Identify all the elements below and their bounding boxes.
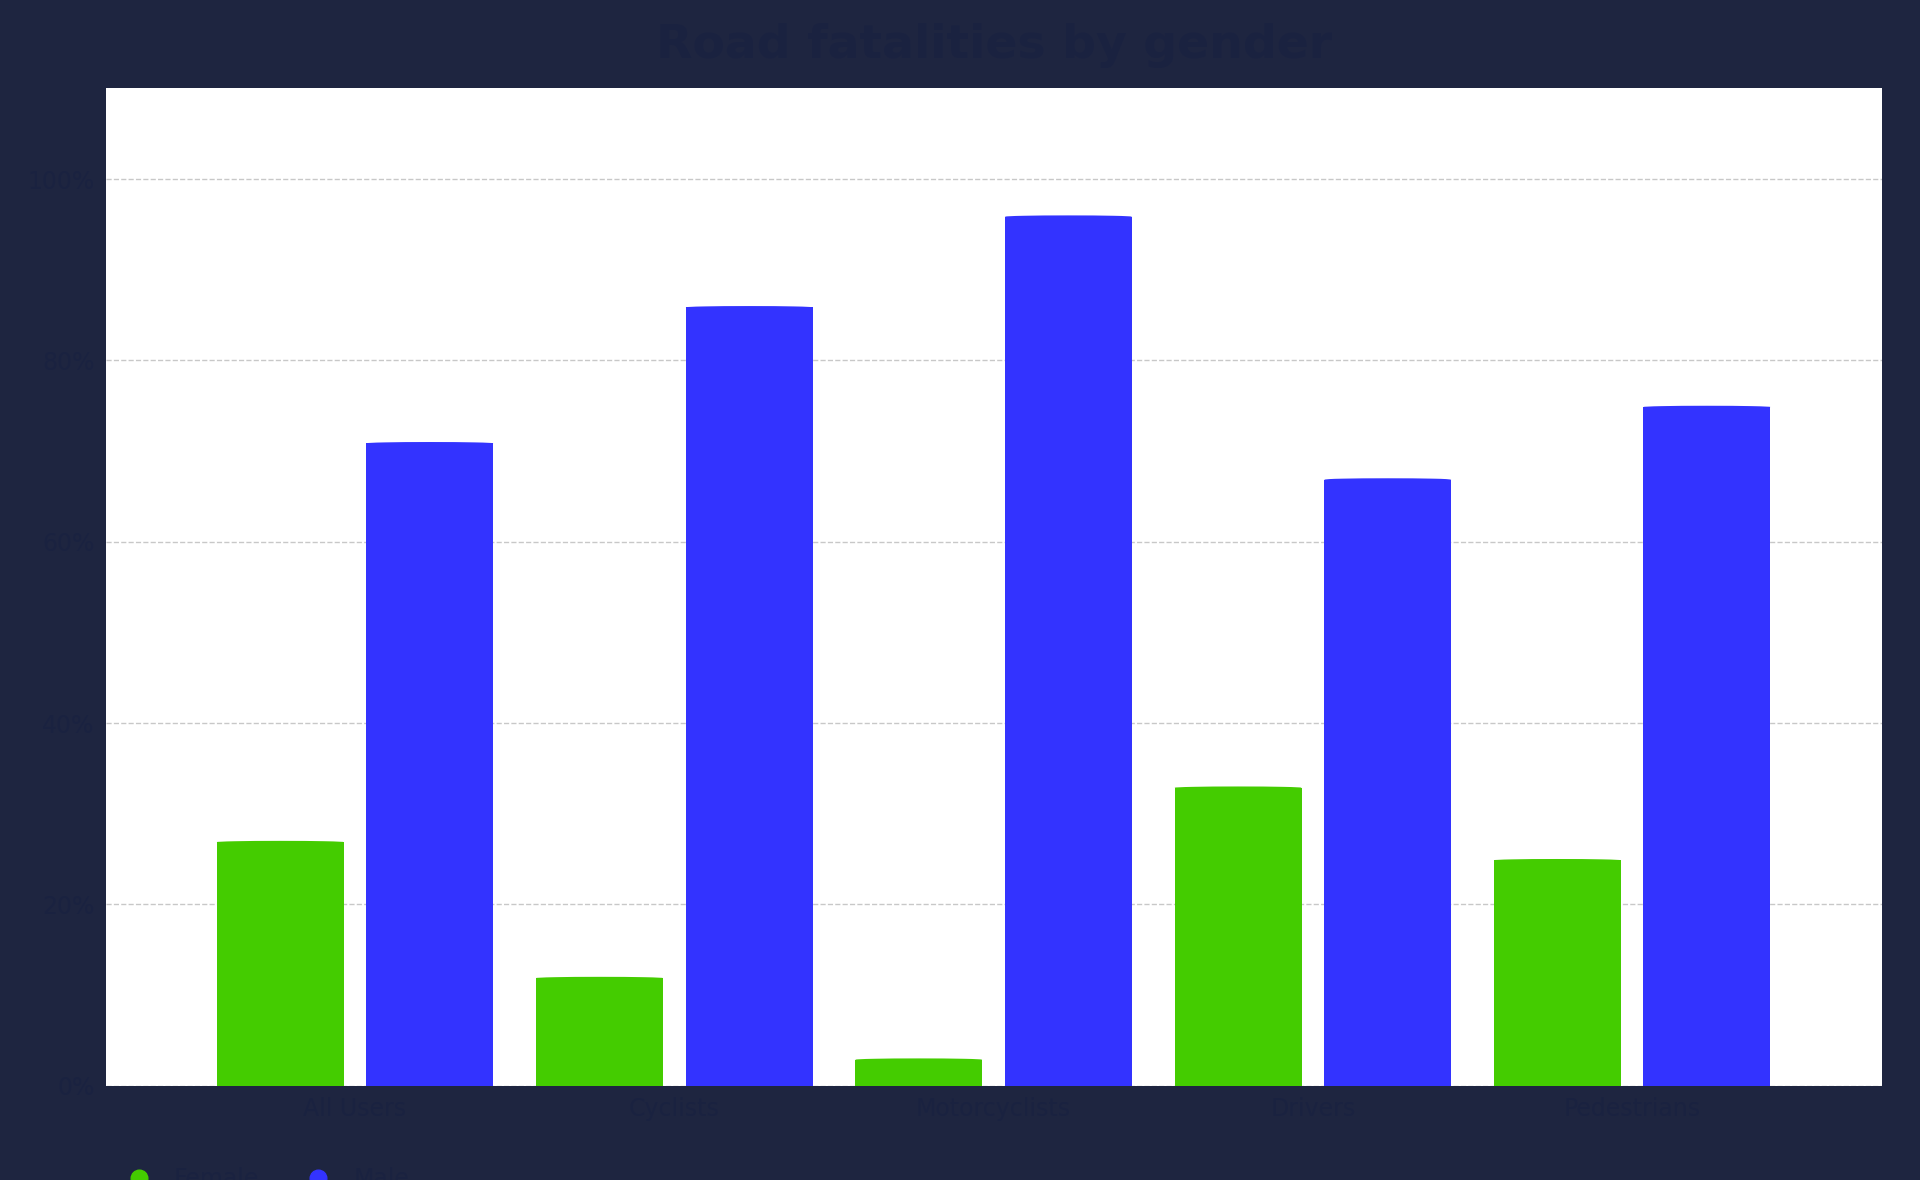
Bar	[1004, 217, 1133, 1086]
Ellipse shape	[1175, 787, 1302, 789]
Ellipse shape	[1644, 406, 1770, 408]
Bar	[217, 843, 344, 1086]
Bar	[1325, 479, 1452, 1086]
Bar	[685, 307, 812, 1086]
Ellipse shape	[1494, 859, 1620, 861]
Ellipse shape	[217, 841, 344, 844]
Ellipse shape	[367, 442, 493, 445]
Bar	[536, 978, 662, 1086]
Title: Road fatalities by gender: Road fatalities by gender	[655, 22, 1332, 68]
Legend: Female, Male: Female, Male	[106, 1158, 419, 1180]
Bar	[854, 1060, 983, 1086]
Bar	[1644, 407, 1770, 1086]
Bar	[367, 444, 493, 1086]
Ellipse shape	[1325, 478, 1452, 480]
Ellipse shape	[685, 306, 812, 309]
Ellipse shape	[1004, 216, 1133, 218]
Bar	[1494, 860, 1620, 1086]
Bar	[1175, 788, 1302, 1086]
Ellipse shape	[536, 977, 662, 979]
Ellipse shape	[854, 1058, 983, 1061]
